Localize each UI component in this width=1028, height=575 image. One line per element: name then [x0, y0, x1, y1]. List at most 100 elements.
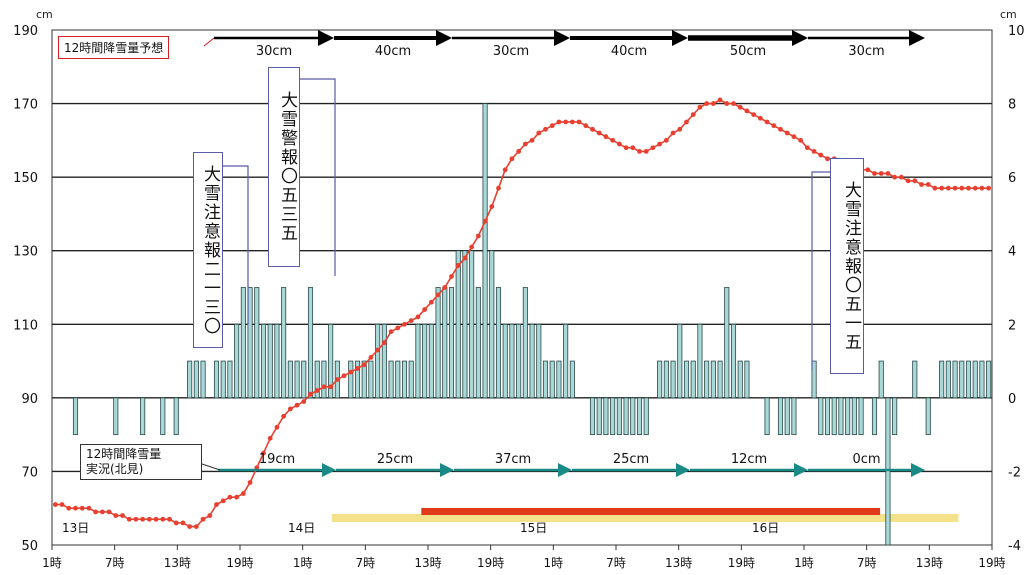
snow-depth-point: [113, 513, 119, 518]
hourly-snowfall-bar: [952, 360, 958, 399]
snow-depth-point: [737, 104, 743, 110]
forecast-arrow-head: [318, 30, 334, 46]
snow-depth-point: [469, 244, 475, 250]
observed-label-line1: 12時間降雪量: [86, 447, 162, 461]
hourly-snowfall-bar: [737, 360, 743, 399]
hourly-snowfall-bar: [422, 323, 428, 399]
snow-depth-point: [314, 388, 320, 393]
hourly-snowfall-bar: [845, 397, 851, 436]
hourly-snowfall-bar: [307, 287, 314, 399]
hourly-snowfall-bar: [395, 360, 401, 399]
snow-depth-point: [287, 406, 293, 412]
hourly-snowfall-bar: [435, 287, 441, 399]
callout-advisory-0515: 大雪注意報〇五一五: [830, 158, 864, 374]
hourly-snowfall-bar: [388, 360, 394, 399]
hourly-snowfall-bar: [375, 323, 381, 399]
snow-depth-point: [79, 505, 85, 511]
snow-depth-point: [442, 285, 448, 290]
hourly-snowfall-bar: [227, 360, 233, 399]
snow-depth-point: [455, 263, 461, 268]
snow-depth-point: [59, 502, 65, 507]
hourly-snowfall-bar: [589, 397, 596, 436]
hourly-snowfall-bar: [328, 323, 334, 399]
snow-depth-point: [240, 491, 246, 496]
snow-depth-point: [321, 384, 327, 390]
hourly-snowfall-bar: [455, 250, 461, 399]
snow-depth-point: [657, 141, 663, 147]
hourly-snowfall-bar: [516, 323, 522, 399]
hourly-snowfall-bar: [764, 397, 770, 436]
observed-arrow-label: 19cm: [259, 452, 295, 467]
hourly-snowfall-bar: [569, 360, 575, 399]
right-tick-label: -4: [1008, 539, 1021, 554]
snow-depth-point: [603, 134, 609, 140]
snow-depth-point: [529, 137, 535, 143]
hourly-snowfall-bar: [173, 397, 179, 436]
observed-arrow-label: 0cm: [852, 452, 880, 467]
snow-depth-point: [294, 402, 300, 408]
hourly-snowfall-bar: [408, 360, 414, 399]
observed-arrow-head: [440, 463, 454, 477]
x-tick-label: 7時: [857, 556, 877, 570]
snow-depth-point: [979, 185, 985, 191]
snow-depth-point: [771, 123, 777, 129]
snow-depth-point: [126, 516, 132, 522]
snow-depth-point: [449, 274, 454, 279]
snow-depth-point: [952, 185, 958, 191]
hourly-snowfall-bar: [193, 360, 199, 399]
snow-depth-point: [637, 148, 642, 154]
day-label-13: 13日: [62, 521, 90, 535]
hourly-snowfall-bar: [730, 323, 737, 399]
left-tick-label: 190: [13, 24, 38, 39]
hourly-snowfall-bar: [361, 360, 367, 399]
hourly-snowfall-bar: [267, 323, 273, 399]
snow-depth-point: [966, 185, 971, 191]
hourly-snowfall-bar: [254, 287, 260, 399]
left-tick-label: 110: [13, 318, 38, 333]
hourly-snowfall-bar: [784, 397, 790, 436]
snow-depth-point: [818, 152, 824, 158]
x-tick-label: 19時: [728, 556, 755, 570]
hourly-snowfall-bar: [965, 360, 972, 399]
snow-depth-point: [945, 185, 951, 191]
hourly-snowfall-bar: [462, 250, 468, 399]
left-tick-label: 170: [13, 98, 38, 113]
snow-depth-point: [133, 516, 139, 522]
hourly-snowfall-bar: [475, 287, 481, 399]
hourly-snowfall-bar: [623, 397, 629, 436]
forecast-arrow-label: 50cm: [730, 44, 766, 59]
hourly-snowfall-bar: [348, 360, 354, 399]
snow-depth-point: [556, 119, 562, 125]
x-tick-label: 19時: [226, 556, 253, 570]
snow-depth-point: [710, 101, 716, 106]
callout-leader: [217, 165, 249, 325]
snow-depth-point: [925, 182, 931, 187]
snow-depth-point: [912, 178, 918, 184]
x-tick-label: 13時: [665, 556, 692, 570]
hourly-snowfall-bar: [858, 397, 864, 436]
right-tick-label: 2: [1008, 318, 1016, 333]
hourly-snowfall-bar: [630, 397, 636, 436]
observed-arrow-head: [322, 463, 336, 477]
hourly-snowfall-bar: [247, 287, 253, 399]
snow-depth-point: [536, 130, 542, 136]
hourly-snowfall-bar: [717, 360, 723, 399]
hourly-snowfall-bar: [939, 360, 945, 399]
hourly-snowfall-bar: [294, 360, 300, 399]
hourly-snowfall-bar: [670, 360, 676, 399]
snow-depth-point: [388, 329, 394, 335]
hourly-snowfall-bar: [959, 360, 965, 399]
hourly-snowfall-bar: [482, 103, 488, 399]
snow-depth-point: [86, 505, 92, 511]
hourly-snowfall-bar: [636, 397, 643, 436]
hourly-snowfall-bar: [522, 287, 528, 399]
observed-arrow-label: 37cm: [495, 452, 531, 467]
snow-depth-point: [368, 354, 374, 360]
hourly-snowfall-bar: [972, 360, 978, 399]
hourly-snowfall-bar: [925, 397, 931, 436]
hourly-snowfall-bar: [314, 360, 320, 399]
hourly-snowfall-bar: [140, 397, 146, 436]
hourly-snowfall-bar: [381, 323, 387, 399]
snow-depth-point: [972, 185, 978, 191]
hourly-snowfall-bar: [791, 397, 797, 436]
